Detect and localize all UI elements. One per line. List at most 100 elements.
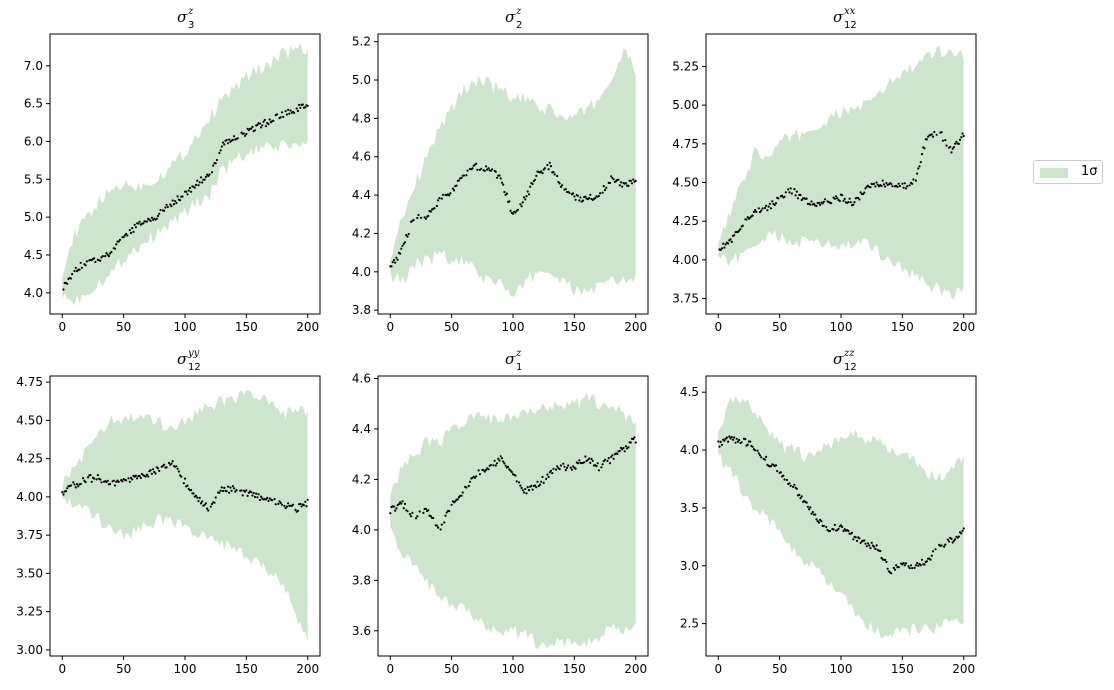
data-point	[961, 132, 964, 135]
data-point	[150, 472, 153, 475]
data-point	[471, 167, 474, 170]
data-point	[179, 199, 182, 202]
data-point	[576, 194, 580, 197]
data-point	[125, 479, 128, 482]
data-point	[755, 210, 758, 213]
subplot-5: 0 50 100 150 200 3.6 3.8 4.0 4.2 4.4 4.6 σ z 1	[352, 348, 649, 676]
data-point	[596, 462, 599, 465]
data-point	[138, 474, 141, 477]
data-point	[165, 203, 168, 206]
data-point	[578, 199, 581, 202]
data-point	[559, 185, 563, 188]
data-point	[199, 176, 203, 179]
data-point	[69, 277, 72, 280]
x-tick-label: 150	[891, 662, 914, 676]
data-point	[495, 176, 499, 179]
y-tick-label: 4.0	[352, 523, 371, 537]
sigma-band	[390, 392, 636, 650]
data-point	[951, 147, 954, 150]
data-point	[145, 220, 149, 223]
data-point	[873, 545, 876, 548]
data-point	[499, 177, 502, 180]
data-point	[563, 465, 566, 468]
data-point	[526, 486, 529, 489]
data-point	[75, 483, 79, 486]
data-point	[961, 529, 964, 533]
data-point	[194, 494, 198, 497]
data-point	[549, 469, 553, 472]
data-point	[465, 174, 468, 177]
data-point	[624, 182, 628, 185]
data-point	[176, 467, 179, 470]
data-point	[793, 483, 796, 486]
data-point	[73, 269, 76, 273]
data-point	[925, 560, 929, 563]
data-point	[836, 197, 839, 200]
data-point	[494, 170, 497, 173]
data-point	[754, 209, 757, 212]
sigma-band	[390, 48, 636, 297]
data-point	[233, 487, 236, 490]
data-point	[733, 436, 736, 439]
data-point	[546, 473, 549, 476]
data-point	[733, 234, 736, 237]
data-point	[799, 193, 802, 197]
data-point	[738, 438, 741, 442]
subplot-title: σ	[177, 8, 188, 26]
data-point	[525, 492, 528, 495]
data-point	[572, 465, 575, 468]
data-point	[261, 124, 264, 127]
data-point	[250, 127, 253, 130]
data-point	[950, 151, 953, 154]
data-point	[190, 488, 193, 492]
data-point	[210, 171, 214, 174]
data-point	[174, 200, 177, 203]
data-point	[823, 198, 827, 201]
data-point	[86, 476, 90, 479]
data-point	[880, 556, 883, 560]
data-point	[606, 459, 609, 462]
y-tick-label: 4.25	[16, 452, 43, 466]
data-point	[633, 436, 636, 439]
data-point	[745, 218, 748, 221]
data-point	[228, 138, 231, 141]
y-tick-label: 4.5	[24, 248, 43, 262]
data-point	[196, 179, 199, 182]
data-point	[288, 112, 291, 115]
data-point	[605, 186, 608, 189]
data-point	[401, 500, 404, 503]
data-point	[850, 531, 854, 534]
data-point	[597, 469, 601, 472]
data-point	[960, 136, 963, 139]
data-point	[724, 243, 727, 246]
data-point	[923, 147, 926, 150]
data-point	[763, 458, 767, 461]
data-point	[441, 193, 445, 196]
data-point	[882, 183, 886, 186]
data-point	[295, 107, 298, 110]
data-point	[957, 535, 960, 538]
data-point	[185, 190, 188, 193]
data-point	[740, 441, 743, 444]
data-point	[822, 524, 825, 528]
data-point	[198, 496, 201, 499]
data-point	[246, 494, 249, 497]
data-point	[830, 202, 833, 205]
data-point	[304, 500, 307, 503]
data-point	[461, 491, 464, 494]
data-point	[835, 195, 838, 198]
data-point	[396, 258, 399, 261]
data-point	[296, 509, 299, 512]
data-point	[416, 515, 419, 518]
data-point	[214, 496, 217, 499]
data-point	[854, 536, 857, 539]
data-point	[484, 165, 488, 168]
data-point	[131, 227, 134, 230]
data-point	[903, 182, 906, 185]
data-point	[424, 507, 427, 510]
data-point	[564, 469, 567, 472]
data-point	[521, 489, 524, 492]
data-point	[448, 510, 451, 513]
data-point	[275, 113, 279, 116]
legend-swatch-icon	[1040, 168, 1068, 178]
